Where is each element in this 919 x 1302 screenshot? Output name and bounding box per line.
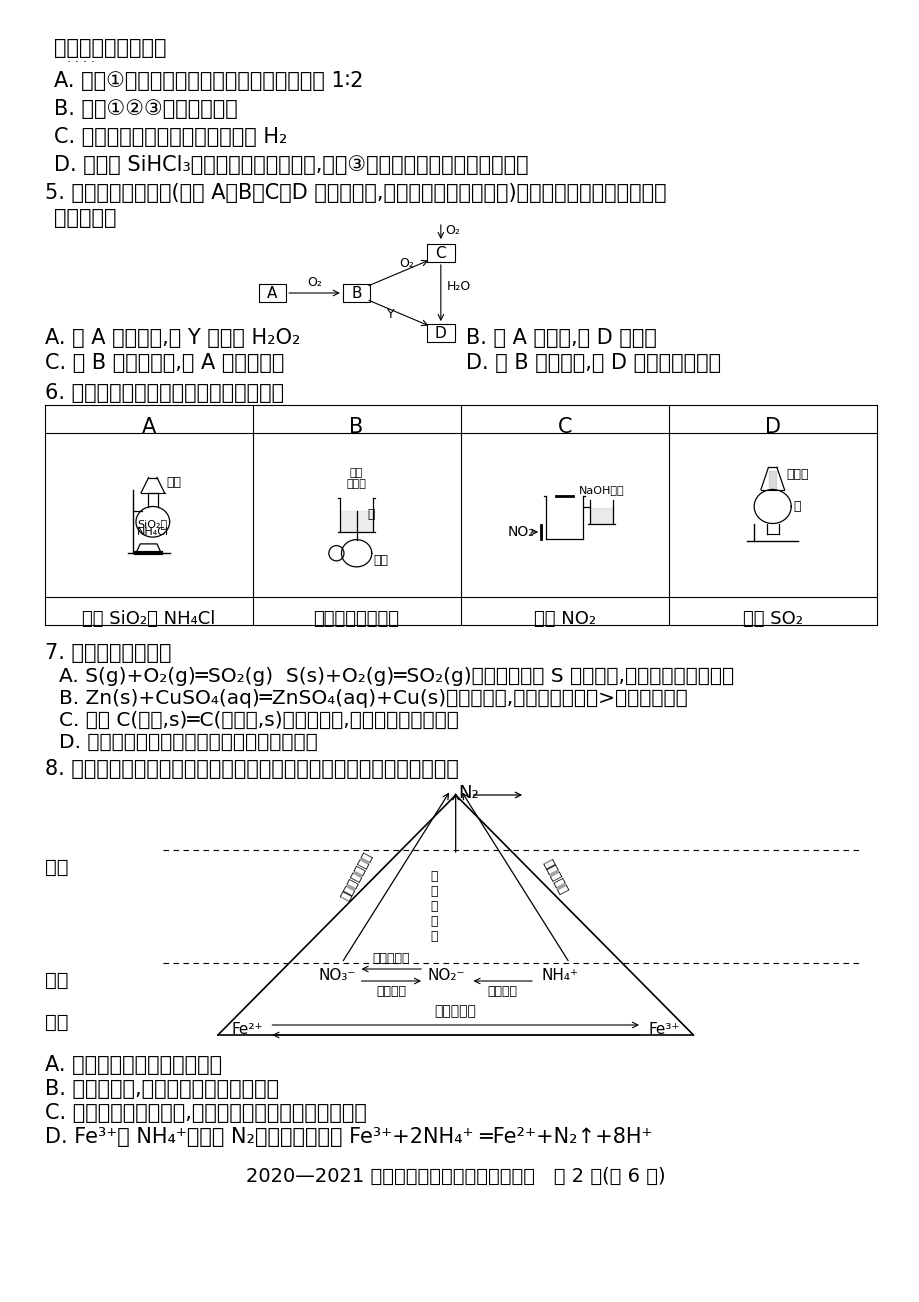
Text: O₂: O₂ xyxy=(444,224,460,237)
Text: C. 在氨氧化细菌作用下,水体中的氮元素可转移至大气中: C. 在氨氧化细菌作用下,水体中的氮元素可转移至大气中 xyxy=(44,1103,366,1124)
Text: 酚酞
水溶液: 酚酞 水溶液 xyxy=(346,467,366,490)
Text: Fe²⁺: Fe²⁺ xyxy=(232,1022,263,1038)
Text: SiO₂和: SiO₂和 xyxy=(138,519,167,530)
Text: 硝化过程: 硝化过程 xyxy=(376,986,406,999)
Text: 制取 SO₂: 制取 SO₂ xyxy=(742,611,801,628)
Text: 7. 下列说法错误的是: 7. 下列说法错误的是 xyxy=(44,643,171,663)
Text: 亚硝化反应过程: 亚硝化反应过程 xyxy=(338,850,374,902)
Text: A. S(g)+O₂(g)═SO₂(g)  S(s)+O₂(g)═SO₂(g)等物质的量的 S 完全燃烧,前者放出的热量更多: A. S(g)+O₂(g)═SO₂(g) S(s)+O₂(g)═SO₂(g)等物… xyxy=(60,667,733,686)
Bar xyxy=(426,324,454,342)
Text: NO₂⁻: NO₂⁻ xyxy=(426,967,464,983)
Text: 6. 下列操作或装置不能达到实验目的的是: 6. 下列操作或装置不能达到实验目的的是 xyxy=(44,383,283,404)
Text: 不正确的是: 不正确的是 xyxy=(54,208,117,228)
Text: 浓硫酸: 浓硫酸 xyxy=(786,467,808,480)
Text: D. 为防止 SiHCl₃水解而损失及氢气爆炸,反应③需在无水、无氧的条件下进行: D. 为防止 SiHCl₃水解而损失及氢气爆炸,反应③需在无水、无氧的条件下进行 xyxy=(54,155,528,174)
Text: 5. 下列物质间的转化(其中 A、B、C、D 含同种元素,某些条件和产物已略去)如图所示。下列有关描述中: 5. 下列物质间的转化(其中 A、B、C、D 含同种元素,某些条件和产物已略去)… xyxy=(44,184,665,203)
Text: 氨氧化细菌: 氨氧化细菌 xyxy=(539,857,569,896)
Text: 冷水: 冷水 xyxy=(166,477,181,490)
Text: B. 硝化过程中,含氮物质均发生还原反应: B. 硝化过程中,含氮物质均发生还原反应 xyxy=(44,1079,278,1099)
Text: C: C xyxy=(557,417,572,437)
Text: 水体: 水体 xyxy=(44,971,68,990)
Text: 收集 NO₂: 收集 NO₂ xyxy=(533,611,596,628)
Text: D. 若 B 为氧化钠,则 D 一定是氢氧化钠: D. 若 B 为氧化钠,则 D 一定是氢氧化钠 xyxy=(465,353,720,372)
Text: C. 流程中可以循环利用的物质只有 H₂: C. 流程中可以循环利用的物质只有 H₂ xyxy=(54,128,288,147)
Text: D. Fe³⁺将 NH₄⁺转化为 N₂的离子方程式为 Fe³⁺+2NH₄⁺ ═Fe²⁺+N₂↑+8H⁺: D. Fe³⁺将 NH₄⁺转化为 N₂的离子方程式为 Fe³⁺+2NH₄⁺ ═F… xyxy=(44,1128,652,1147)
Text: 硝化过程: 硝化过程 xyxy=(487,986,517,999)
Bar xyxy=(343,284,370,302)
Text: B. 若 A 为氮气,则 D 是硝酸: B. 若 A 为氮气,则 D 是硝酸 xyxy=(465,328,656,348)
Text: B. Zn(s)+CuSO₄(aq)═ZnSO₄(aq)+Cu(s)为放热反应,则反应物总能量>生成物总能量: B. Zn(s)+CuSO₄(aq)═ZnSO₄(aq)+Cu(s)为放热反应,… xyxy=(60,689,687,708)
Text: A: A xyxy=(267,285,278,301)
Text: 水: 水 xyxy=(368,509,375,522)
Text: O₂: O₂ xyxy=(307,276,322,289)
Text: H₂O: H₂O xyxy=(446,280,471,293)
Bar xyxy=(258,284,286,302)
Text: D: D xyxy=(435,326,447,341)
Text: 分离 SiO₂和 NH₄Cl: 分离 SiO₂和 NH₄Cl xyxy=(82,611,215,628)
Text: NO₂: NO₂ xyxy=(507,525,534,539)
Text: NO₃⁻: NO₃⁻ xyxy=(318,967,355,983)
Text: 铁氧化细菌: 铁氧化细菌 xyxy=(435,1004,476,1018)
Text: C. 已知 C(石墨,s)═C(金刚石,s)为吸热反应,则石墨比金刚石稳定: C. 已知 C(石墨,s)═C(金刚石,s)为吸热反应,则石墨比金刚石稳定 xyxy=(60,711,459,730)
Text: O₂: O₂ xyxy=(399,256,414,270)
Text: B: B xyxy=(349,417,363,437)
Text: D. 化学反应中的能量变化都表现为热量的变化: D. 化学反应中的能量变化都表现为热量的变化 xyxy=(60,733,318,753)
Text: 反
硝
化
过
程: 反 硝 化 过 程 xyxy=(430,870,437,943)
Text: Fe³⁺: Fe³⁺ xyxy=(647,1022,678,1038)
Text: 下列说法不正确的是: 下列说法不正确的是 xyxy=(54,38,167,59)
Text: 观察氨的喷泉实验: 观察氨的喷泉实验 xyxy=(313,611,399,628)
Text: 8. 氮、铁元素在细菌的作用下可发生如图所示的转化。下列说法正确的是: 8. 氮、铁元素在细菌的作用下可发生如图所示的转化。下列说法正确的是 xyxy=(44,759,458,779)
Text: B: B xyxy=(351,285,361,301)
Text: NaOH溶液: NaOH溶液 xyxy=(578,484,624,495)
Text: N₂: N₂ xyxy=(459,784,479,802)
Text: B. 反应①②③均为置换反应: B. 反应①②③均为置换反应 xyxy=(54,99,238,118)
Text: C. 若 B 为一氧化氮,则 A 一定是氮气: C. 若 B 为一氧化氮,则 A 一定是氮气 xyxy=(44,353,284,372)
Text: · · · ·: · · · · xyxy=(67,56,96,69)
Text: 氨气: 氨气 xyxy=(373,553,388,566)
Text: D: D xyxy=(764,417,780,437)
Text: 2020—2021 学年度下学期期中联考化学试卷   第 2 页(共 6 页): 2020—2021 学年度下学期期中联考化学试卷 第 2 页(共 6 页) xyxy=(245,1167,664,1186)
Text: 铜: 铜 xyxy=(792,500,800,513)
Text: NH₄Cl: NH₄Cl xyxy=(137,527,169,536)
Text: 土壤: 土壤 xyxy=(44,1013,68,1032)
Text: A: A xyxy=(142,417,155,437)
Text: 大气: 大气 xyxy=(44,858,68,878)
Text: A. 反硝化过程均属于氮的固定: A. 反硝化过程均属于氮的固定 xyxy=(44,1055,221,1075)
Text: A. 反应①中氧化剂和还原剂的物质的量之比为 1∶2: A. 反应①中氧化剂和还原剂的物质的量之比为 1∶2 xyxy=(54,72,363,91)
Text: A. 若 A 为硫单质,则 Y 可能是 H₂O₂: A. 若 A 为硫单质,则 Y 可能是 H₂O₂ xyxy=(44,328,300,348)
Text: NH₄⁺: NH₄⁺ xyxy=(540,967,577,983)
Text: Y: Y xyxy=(387,309,394,322)
Text: C: C xyxy=(435,246,446,260)
Text: 反硝化过程: 反硝化过程 xyxy=(372,952,410,965)
Bar xyxy=(426,243,454,262)
